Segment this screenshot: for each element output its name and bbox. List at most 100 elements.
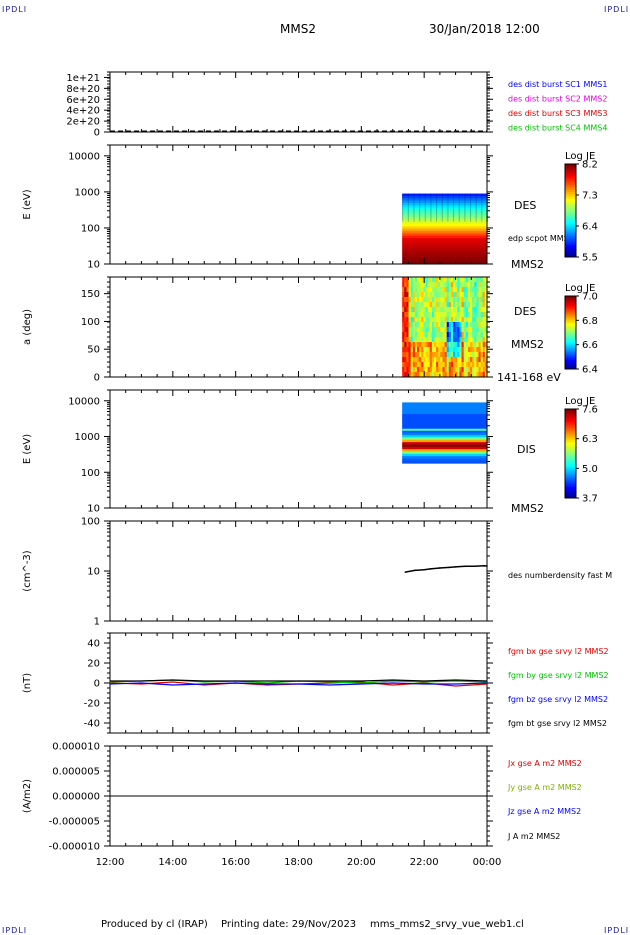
heatmap-cell bbox=[429, 312, 433, 318]
heatmap-cell bbox=[436, 322, 439, 328]
heatmap-cell bbox=[484, 327, 488, 333]
heatmap-cell bbox=[448, 282, 452, 288]
heatmap-cell bbox=[450, 297, 454, 303]
heatmap-cell bbox=[440, 327, 443, 333]
heatmap-cell bbox=[421, 362, 424, 368]
heatmap-cell bbox=[436, 307, 439, 313]
heatmap-row bbox=[402, 256, 487, 260]
heatmap-cell bbox=[412, 352, 416, 358]
heatmap-cell bbox=[427, 292, 431, 298]
heatmap-cell bbox=[478, 282, 482, 288]
colorbar-segment bbox=[565, 296, 576, 299]
y-tick-label: 1 bbox=[94, 617, 100, 628]
heatmap-cell bbox=[467, 357, 471, 363]
heatmap-cell bbox=[474, 302, 477, 308]
heatmap-cell bbox=[421, 282, 424, 288]
heatmap-cell bbox=[429, 317, 433, 323]
y-tick-label: 150 bbox=[81, 289, 100, 300]
y-tick-label: 10 bbox=[87, 260, 100, 271]
heatmap-cell bbox=[440, 357, 443, 363]
heatmap-cell bbox=[440, 367, 443, 373]
colorbar-segment bbox=[565, 473, 576, 477]
heatmap-cell bbox=[446, 372, 450, 378]
colorbar-tick-label: 6.6 bbox=[582, 340, 598, 351]
heatmap-cell bbox=[429, 372, 433, 378]
heatmap-cell bbox=[427, 327, 431, 333]
colorbar-segment bbox=[565, 420, 576, 423]
heatmap-cell bbox=[433, 282, 437, 288]
heatmap-cell bbox=[425, 287, 429, 293]
heatmap-cell bbox=[472, 332, 475, 338]
colorbar-segment bbox=[565, 224, 576, 228]
heatmap-cell bbox=[410, 277, 414, 283]
heatmap-cell bbox=[427, 322, 431, 328]
heatmap-cell bbox=[412, 302, 416, 308]
heatmap-cell bbox=[465, 317, 469, 323]
heatmap-cell bbox=[455, 332, 458, 338]
heatmap-cell bbox=[419, 317, 422, 323]
panel-frame bbox=[109, 520, 488, 622]
density-point bbox=[464, 565, 466, 568]
heatmap-cell bbox=[429, 282, 433, 288]
heatmap-cell bbox=[419, 277, 422, 283]
heatmap-cell bbox=[467, 337, 471, 343]
heatmap-cell bbox=[465, 277, 469, 283]
heatmap-cell bbox=[482, 352, 486, 358]
heatmap-cell bbox=[438, 312, 441, 318]
heatmap-cell bbox=[440, 297, 443, 303]
colorbar-title: Log JE bbox=[565, 396, 595, 407]
heatmap-cell bbox=[421, 292, 424, 298]
legend-entry: fgm bt gse srvy l2 MMS2 bbox=[508, 719, 607, 728]
heatmap-cell bbox=[480, 367, 484, 373]
heatmap-cell bbox=[455, 342, 458, 348]
heatmap-cell bbox=[472, 372, 475, 378]
heatmap-cell bbox=[404, 327, 407, 333]
heatmap-cell bbox=[450, 362, 454, 368]
heatmap-cell bbox=[455, 297, 458, 303]
heatmap-cell bbox=[404, 332, 407, 338]
density-point bbox=[423, 568, 425, 571]
heatmap-cell bbox=[453, 302, 456, 308]
heatmap-cell bbox=[453, 342, 456, 348]
heatmap-cell bbox=[459, 352, 463, 358]
heatmap-row bbox=[402, 437, 487, 441]
heatmap-cell bbox=[421, 332, 424, 338]
heatmap-cell bbox=[406, 307, 410, 313]
panel-label-des: DES bbox=[514, 305, 536, 318]
colorbar-tick-label: 8.2 bbox=[582, 160, 598, 171]
heatmap-cell bbox=[417, 367, 420, 373]
heatmap-cell bbox=[472, 337, 475, 343]
heatmap-cell bbox=[402, 357, 405, 363]
heatmap-cell bbox=[482, 307, 486, 313]
heatmap-cell bbox=[478, 372, 482, 378]
heatmap-cell bbox=[440, 342, 443, 348]
heatmap-cell bbox=[414, 297, 418, 303]
heatmap-cell bbox=[474, 297, 477, 303]
heatmap-cell bbox=[463, 307, 467, 313]
heatmap-cell bbox=[408, 347, 412, 353]
heatmap-cell bbox=[423, 312, 427, 318]
heatmap-cell bbox=[438, 332, 441, 338]
heatmap-cell bbox=[467, 342, 471, 348]
heatmap-cell bbox=[465, 292, 469, 298]
colorbar-segment bbox=[565, 323, 576, 326]
heatmap-cell bbox=[425, 282, 429, 288]
heatmap-row bbox=[402, 200, 487, 204]
heatmap-cell bbox=[402, 302, 405, 308]
colorbar-frame bbox=[564, 163, 577, 258]
heatmap-cell bbox=[476, 332, 480, 338]
heatmap-streak bbox=[402, 193, 404, 222]
heatmap-cell bbox=[453, 357, 456, 363]
panel-label-mms2: MMS2 bbox=[511, 502, 544, 515]
density-point bbox=[486, 565, 488, 567]
heatmap-cell bbox=[402, 287, 405, 293]
heatmap-cell bbox=[465, 307, 469, 313]
heatmap-cell bbox=[444, 357, 448, 363]
heatmap-cell bbox=[412, 297, 416, 303]
colorbar-tick-label: 5.0 bbox=[582, 464, 598, 475]
heatmap-cell bbox=[484, 282, 488, 288]
heatmap-cell bbox=[440, 362, 443, 368]
colorbar-segment bbox=[565, 310, 576, 313]
colorbar-segment bbox=[565, 442, 576, 446]
heatmap-cell bbox=[408, 282, 412, 288]
